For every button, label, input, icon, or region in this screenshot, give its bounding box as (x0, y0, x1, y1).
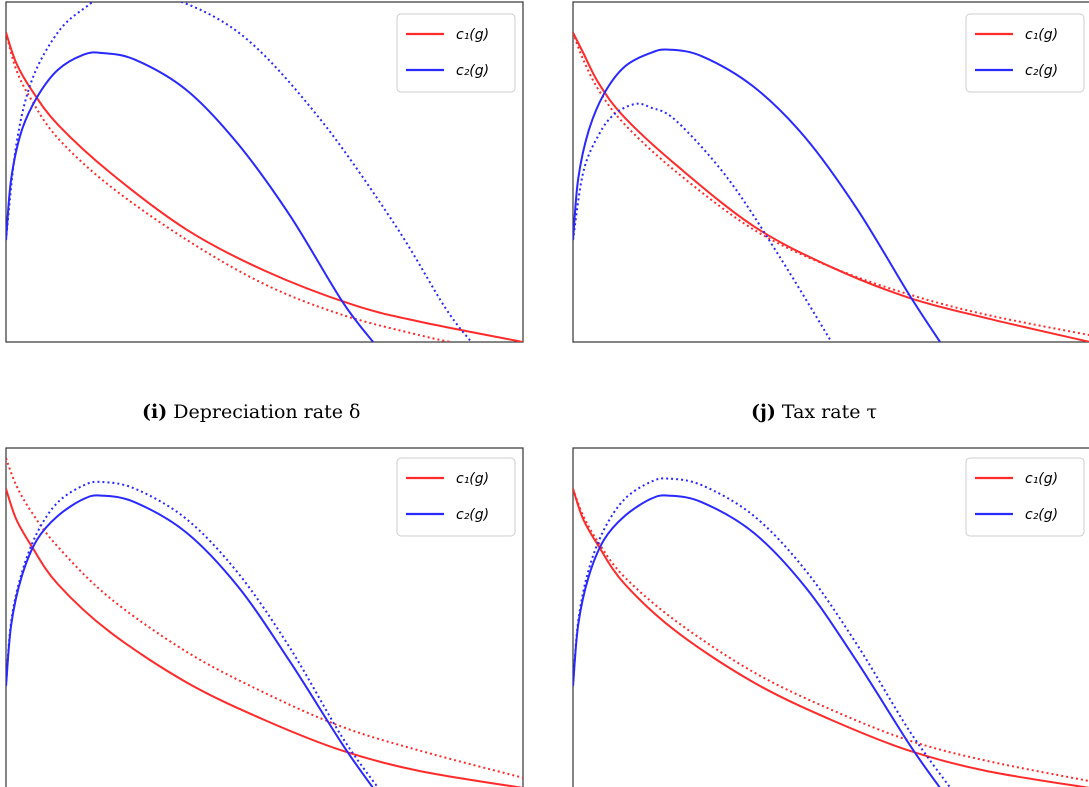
legend-box (396, 13, 516, 93)
legend-box (965, 13, 1085, 93)
caption-left: (i) Depreciation rate δ (142, 401, 360, 423)
legend-label-c2: c₂(g) (1025, 507, 1058, 523)
legend-label-c2: c₂(g) (456, 63, 489, 79)
caption-left-text: Depreciation rate δ (167, 401, 360, 423)
curves-top-right (573, 32, 1089, 342)
series-line-c1-dotted (573, 488, 1089, 783)
legend-label-c2: c₂(g) (1025, 63, 1058, 79)
legend-label-c1: c₁(g) (456, 471, 489, 487)
legend: c₁(g) c₂(g) (396, 13, 516, 93)
caption-right-label: (j) (751, 401, 776, 423)
series-line-c1-dotted (6, 457, 523, 779)
caption-left-label: (i) (142, 401, 167, 423)
plot-frame (5, 1, 524, 343)
series-line-c2-solid (6, 494, 374, 787)
series-line-c1-solid (6, 32, 523, 342)
plot-frame (572, 447, 1089, 787)
legend: c₁(g) c₂(g) (965, 13, 1085, 93)
series-line-c2-dotted (6, 2, 473, 342)
series-line-c1-solid (573, 32, 1089, 342)
curves-bottom-left (6, 457, 523, 787)
legend-label-c1: c₁(g) (456, 27, 489, 43)
legend-box (965, 457, 1085, 537)
caption-right-text: Tax rate τ (776, 401, 877, 423)
series-line-c2-solid (6, 51, 374, 342)
series-line-c2-dotted (573, 102, 833, 342)
series-line-c1-solid (6, 488, 523, 787)
curves-bottom-right (573, 477, 1089, 787)
legend-label-c1: c₁(g) (1025, 471, 1058, 487)
legend-label-c2: c₂(g) (456, 507, 489, 523)
series-line-c1-dotted (573, 32, 1089, 337)
series-line-c2-dotted (6, 480, 379, 787)
curves-top-left (6, 2, 523, 342)
series-line-c1-dotted (6, 32, 451, 342)
series-line-c2-solid (573, 494, 941, 787)
series-line-c1-solid (573, 488, 1089, 787)
panel-top-right: c₁(g) c₂(g) (572, 1, 1089, 343)
legend: c₁(g) c₂(g) (396, 457, 516, 537)
legend-label-c1: c₁(g) (1025, 27, 1058, 43)
caption-right: (j) Tax rate τ (751, 401, 877, 423)
panel-bottom-left: c₁(g) c₂(g) (5, 447, 524, 787)
plot-frame (5, 447, 524, 787)
series-line-c2-dotted (573, 477, 951, 787)
legend: c₁(g) c₂(g) (965, 457, 1085, 537)
panel-top-left: c₁(g) c₂(g) (5, 1, 524, 343)
panel-bottom-right: c₁(g) c₂(g) (572, 447, 1089, 787)
series-line-c2-solid (573, 48, 941, 342)
legend-box (396, 457, 516, 537)
